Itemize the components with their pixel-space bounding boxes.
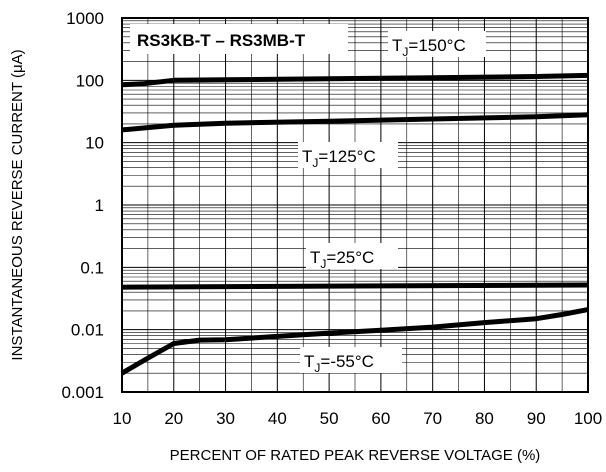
x-tick-label: 90 <box>527 409 546 428</box>
series-label-background <box>300 347 402 373</box>
series-label-background <box>388 31 486 57</box>
y-axis-label: INSTANTANEOUS REVERSE CURRENT (μA) <box>9 49 26 360</box>
x-tick-label: 70 <box>423 409 442 428</box>
series-line <box>120 307 589 376</box>
y-tick-label: 0.1 <box>80 258 104 277</box>
y-tick-label: 1000 <box>66 9 104 28</box>
series-label: TJ=25°C <box>310 248 374 271</box>
x-tick-label: 20 <box>164 409 183 428</box>
series-label: TJ=150°C <box>392 36 466 59</box>
x-tick-label: 80 <box>475 409 494 428</box>
x-tick-label: 100 <box>574 409 602 428</box>
y-tick-label: 0.001 <box>61 383 104 402</box>
x-tick-label: 30 <box>216 409 235 428</box>
series-label-background <box>298 142 398 168</box>
y-tick-label: 100 <box>76 71 104 90</box>
x-tick-label: 10 <box>113 409 132 428</box>
chart-title-box: RS3KB-T – RS3MB-T <box>130 24 348 54</box>
x-axis-label: PERCENT OF RATED PEAK REVERSE VOLTAGE (%… <box>170 447 541 464</box>
x-tick-label: 40 <box>268 409 287 428</box>
x-tick-labels: 10 20 30 40 50 60 70 80 90 100 <box>113 409 603 428</box>
y-tick-labels: 1000 100 10 1 0.1 0.01 0.001 <box>61 9 104 402</box>
series-line <box>121 112 589 133</box>
series-label-background <box>306 243 398 269</box>
x-tick-label: 60 <box>371 409 390 428</box>
series-line <box>121 72 589 88</box>
series-label: TJ=-55°C <box>304 352 374 375</box>
data-series <box>120 72 589 376</box>
y-tick-label: 10 <box>85 134 104 153</box>
plot-frame <box>121 17 589 393</box>
x-tick-label: 50 <box>320 409 339 428</box>
y-tick-label: 0.01 <box>71 321 104 340</box>
y-tick-label: 1 <box>95 196 104 215</box>
series-label: TJ=125°C <box>302 147 376 170</box>
chart-title: RS3KB-T – RS3MB-T <box>137 31 306 50</box>
series-line <box>121 282 589 290</box>
series-labels: TJ=150°C TJ=125°C TJ=25°C TJ=-55°C <box>298 31 486 375</box>
